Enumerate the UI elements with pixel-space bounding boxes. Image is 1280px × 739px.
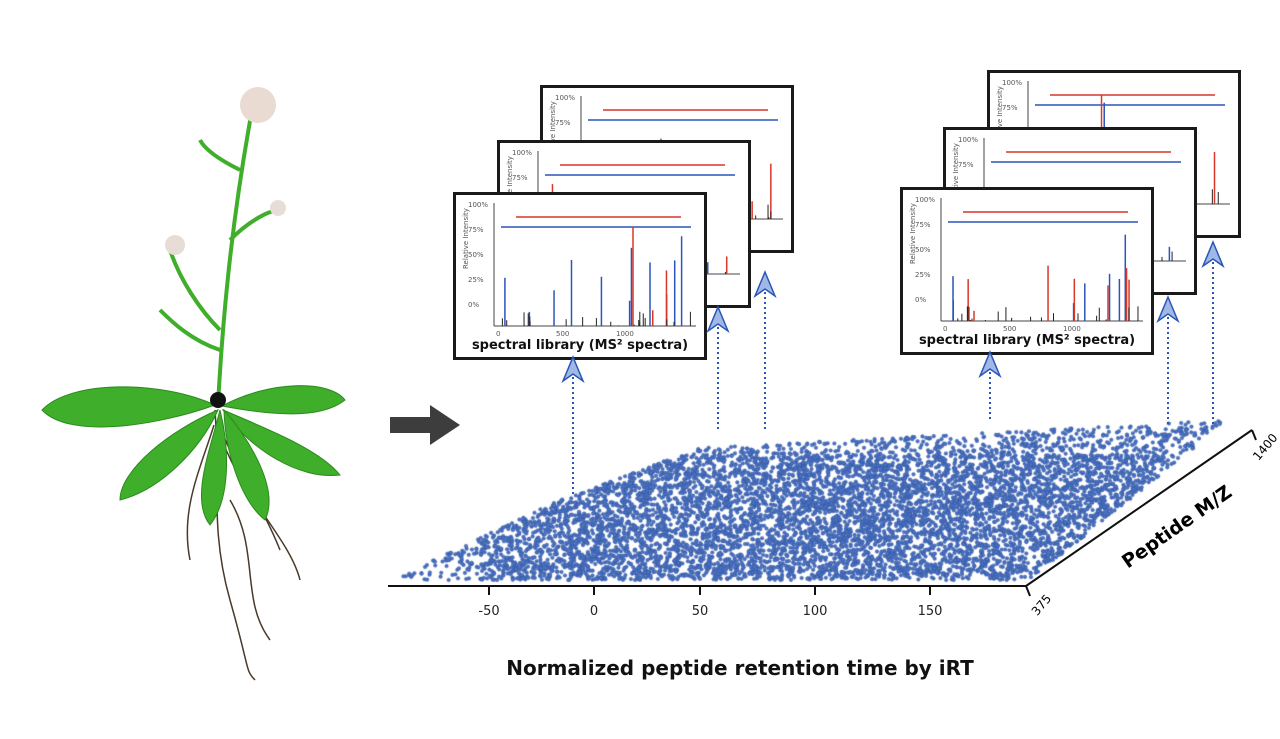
arrowhead-icon: [706, 305, 730, 334]
x-axis-title: Normalized peptide retention time by iRT: [506, 656, 974, 680]
arrowhead-icon: [561, 355, 585, 384]
x-tick-label: 50: [691, 604, 709, 619]
x-tick-label: 100: [802, 604, 828, 619]
x-tick-label: -50: [478, 604, 500, 619]
arrowhead-icon: [1201, 240, 1225, 269]
arrowhead-icon: [1156, 295, 1180, 324]
x-tick-label: 0: [589, 604, 599, 619]
arrowhead-icon: [753, 270, 777, 299]
arrowhead-icon: [978, 350, 1002, 379]
x-tick-label: 150: [917, 604, 943, 619]
